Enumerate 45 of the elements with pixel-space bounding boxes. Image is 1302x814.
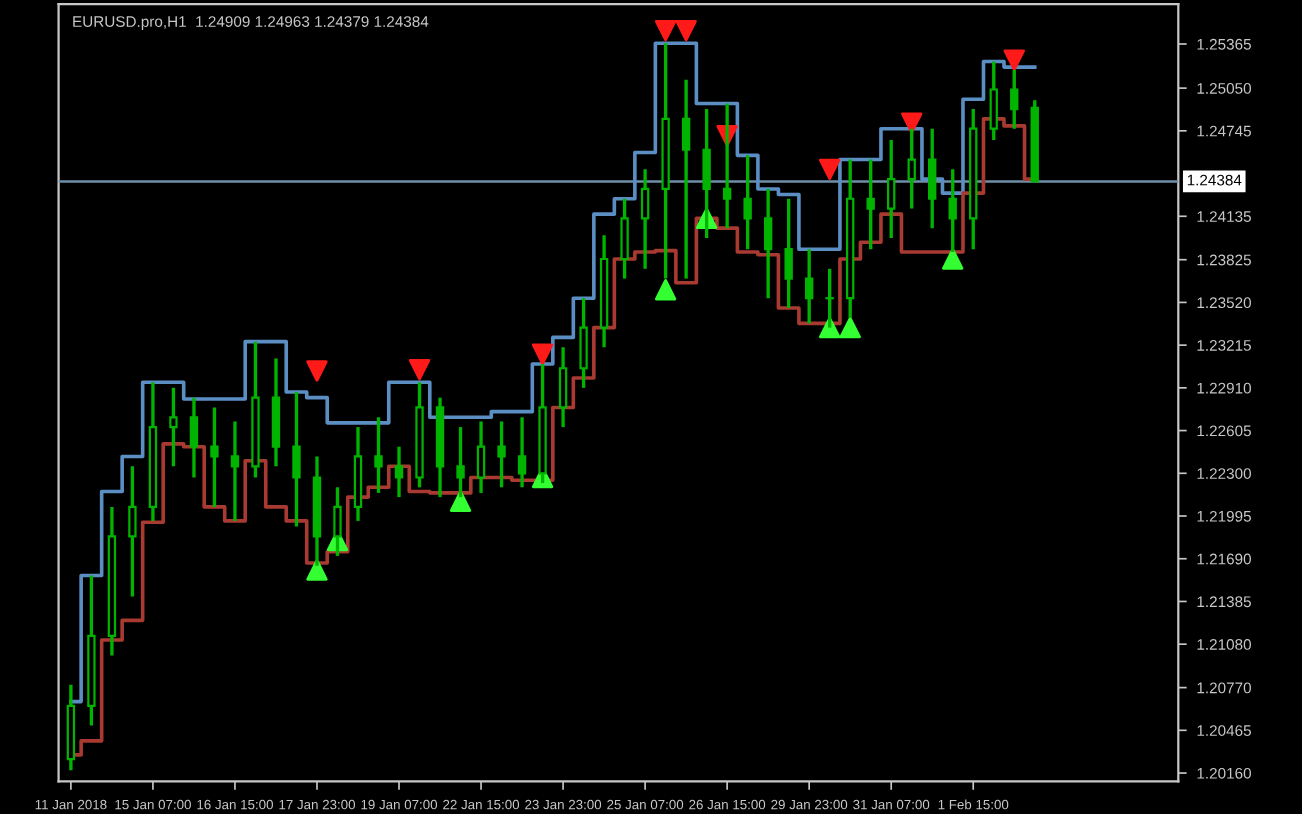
point xyxy=(818,158,841,181)
candlestick xyxy=(456,425,465,499)
candlestick xyxy=(517,415,527,489)
point xyxy=(942,248,964,270)
candlestick xyxy=(476,419,486,495)
point xyxy=(675,19,697,42)
candlestick xyxy=(722,101,732,230)
point xyxy=(654,19,677,42)
candlestick xyxy=(763,187,773,300)
candlestick xyxy=(825,267,834,330)
candlestick xyxy=(743,153,752,251)
candlestick xyxy=(189,395,199,480)
candlestick xyxy=(989,59,998,142)
point xyxy=(901,112,923,134)
candlestick xyxy=(620,197,629,281)
point xyxy=(531,343,554,365)
candlestick xyxy=(907,127,916,211)
point xyxy=(839,316,861,339)
candlestick xyxy=(702,107,711,240)
candlestick xyxy=(887,138,896,240)
candlestick xyxy=(784,197,793,310)
point xyxy=(1003,49,1025,71)
candlestick xyxy=(681,78,691,281)
candlestick xyxy=(333,485,342,558)
point xyxy=(306,559,328,581)
candlestick xyxy=(394,445,404,499)
candlestick xyxy=(948,167,957,254)
candlestick xyxy=(210,405,219,509)
candlestick xyxy=(128,464,137,599)
candlestick xyxy=(497,419,506,489)
candlestick xyxy=(640,167,650,271)
candlestick xyxy=(230,419,240,523)
candlestick xyxy=(374,415,383,495)
candlestick xyxy=(1010,68,1019,131)
point xyxy=(449,490,472,513)
candlestick xyxy=(866,157,875,251)
candlestick xyxy=(804,247,814,326)
candlestick xyxy=(292,390,301,529)
candlestick xyxy=(169,386,178,468)
point xyxy=(654,279,677,301)
candlestick xyxy=(558,345,568,429)
point xyxy=(408,358,431,381)
point xyxy=(306,360,328,382)
candlestick xyxy=(928,127,937,230)
candlestick xyxy=(579,296,588,390)
